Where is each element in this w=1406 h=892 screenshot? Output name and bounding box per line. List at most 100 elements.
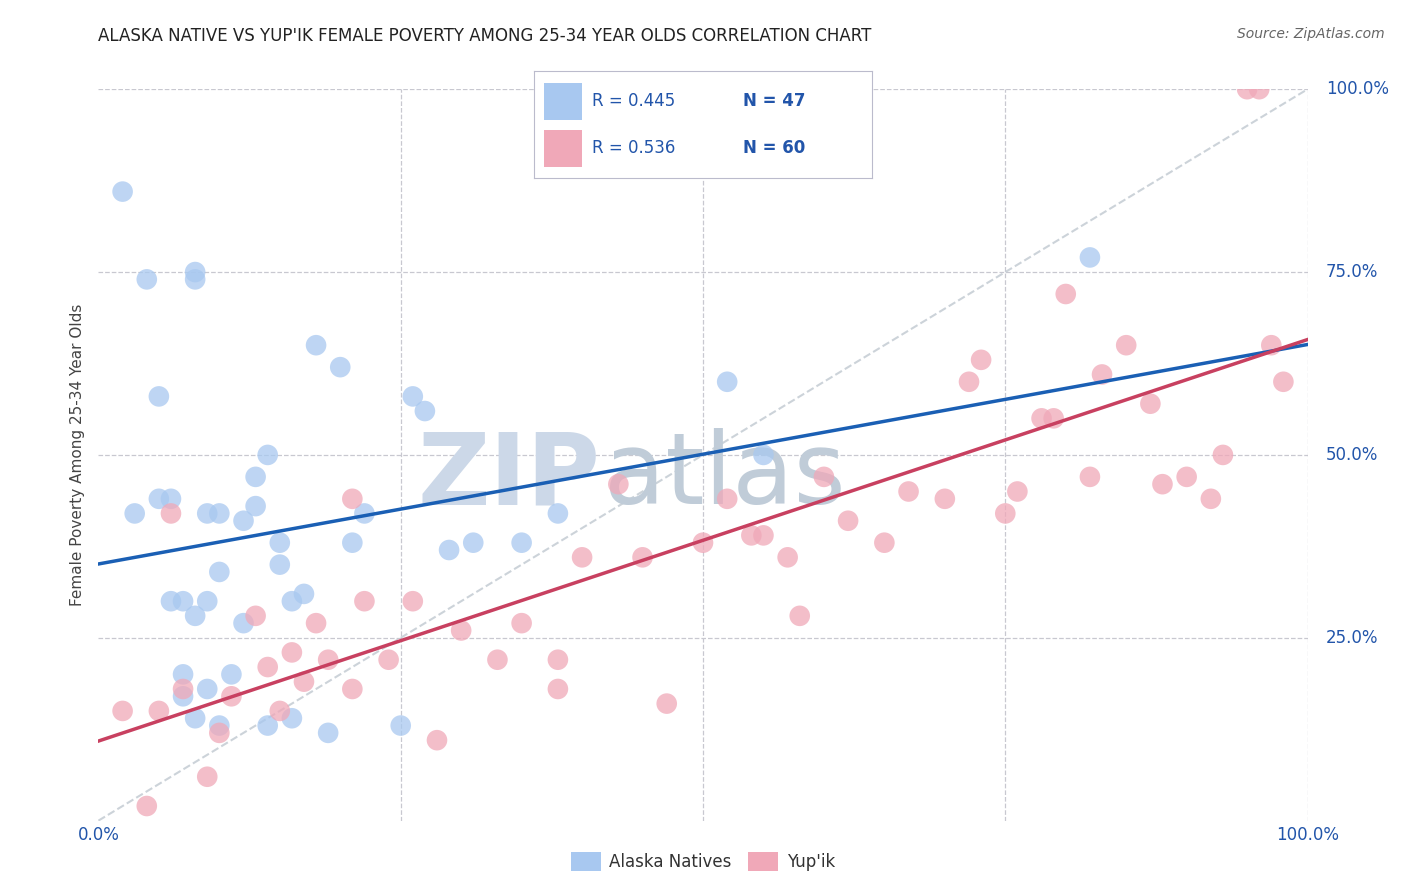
- Point: [292, 674, 315, 689]
- Text: R = 0.445: R = 0.445: [592, 93, 675, 111]
- Point: [377, 653, 399, 667]
- Point: [124, 507, 146, 521]
- Legend: Alaska Natives, Yup'ik: Alaska Natives, Yup'ik: [564, 846, 842, 878]
- Point: [1199, 491, 1222, 506]
- Point: [232, 616, 254, 631]
- Point: [256, 660, 278, 674]
- Point: [1091, 368, 1114, 382]
- Point: [934, 491, 956, 506]
- Point: [160, 594, 183, 608]
- Point: [1236, 82, 1258, 96]
- Point: [281, 711, 304, 725]
- Point: [269, 704, 291, 718]
- Point: [208, 507, 231, 521]
- Point: [716, 491, 738, 506]
- Point: [184, 608, 207, 623]
- Point: [342, 535, 364, 549]
- Point: [172, 681, 194, 696]
- Point: [970, 352, 993, 367]
- Point: [813, 470, 835, 484]
- Point: [957, 375, 980, 389]
- Point: [571, 550, 593, 565]
- Bar: [544, 83, 582, 120]
- Point: [1031, 411, 1053, 425]
- Point: [245, 499, 267, 513]
- Point: [776, 550, 799, 565]
- Text: atlas: atlas: [603, 428, 845, 525]
- Point: [221, 667, 243, 681]
- Point: [342, 491, 364, 506]
- Point: [1272, 375, 1295, 389]
- Point: [426, 733, 449, 747]
- Text: 50.0%: 50.0%: [1326, 446, 1378, 464]
- Point: [148, 704, 170, 718]
- Point: [256, 448, 278, 462]
- Text: 100.0%: 100.0%: [1326, 80, 1389, 98]
- Point: [135, 799, 157, 814]
- Point: [1249, 82, 1271, 96]
- Point: [1175, 470, 1198, 484]
- Point: [292, 587, 315, 601]
- Point: [752, 448, 775, 462]
- Point: [208, 718, 231, 732]
- Point: [1078, 251, 1101, 265]
- Point: [111, 704, 134, 718]
- Point: [450, 624, 472, 638]
- Point: [547, 507, 569, 521]
- Point: [1260, 338, 1282, 352]
- Point: [208, 726, 231, 740]
- Point: [148, 389, 170, 403]
- Point: [740, 528, 762, 542]
- Point: [195, 594, 218, 608]
- Point: [510, 616, 533, 631]
- Point: [716, 375, 738, 389]
- Point: [208, 565, 231, 579]
- Point: [305, 338, 328, 352]
- Point: [195, 770, 218, 784]
- Point: [172, 594, 194, 608]
- Point: [245, 470, 267, 484]
- Point: [631, 550, 654, 565]
- Point: [184, 272, 207, 286]
- Point: [160, 491, 183, 506]
- Point: [897, 484, 920, 499]
- Bar: [544, 130, 582, 167]
- Point: [1042, 411, 1064, 425]
- Text: R = 0.536: R = 0.536: [592, 139, 675, 157]
- Point: [316, 653, 339, 667]
- Point: [269, 558, 291, 572]
- Point: [1212, 448, 1234, 462]
- Point: [1054, 287, 1077, 301]
- Y-axis label: Female Poverty Among 25-34 Year Olds: Female Poverty Among 25-34 Year Olds: [70, 304, 86, 606]
- Text: ALASKA NATIVE VS YUP'IK FEMALE POVERTY AMONG 25-34 YEAR OLDS CORRELATION CHART: ALASKA NATIVE VS YUP'IK FEMALE POVERTY A…: [98, 27, 872, 45]
- Point: [789, 608, 811, 623]
- Text: N = 47: N = 47: [744, 93, 806, 111]
- Text: 75.0%: 75.0%: [1326, 263, 1378, 281]
- Point: [1152, 477, 1174, 491]
- Text: 25.0%: 25.0%: [1326, 629, 1378, 647]
- Point: [221, 690, 243, 704]
- Point: [195, 681, 218, 696]
- Point: [1115, 338, 1137, 352]
- Point: [329, 360, 352, 375]
- Point: [437, 543, 460, 558]
- Point: [402, 594, 425, 608]
- Point: [353, 507, 375, 521]
- Point: [148, 491, 170, 506]
- Point: [1007, 484, 1029, 499]
- Point: [837, 514, 859, 528]
- Point: [172, 690, 194, 704]
- Point: [655, 697, 678, 711]
- Point: [135, 272, 157, 286]
- Point: [281, 645, 304, 659]
- Point: [547, 653, 569, 667]
- Point: [256, 718, 278, 732]
- Point: [1078, 470, 1101, 484]
- Point: [873, 535, 896, 549]
- Point: [607, 477, 630, 491]
- Text: ZIP: ZIP: [418, 428, 600, 525]
- Point: [111, 185, 134, 199]
- Point: [305, 616, 328, 631]
- Point: [402, 389, 425, 403]
- Point: [245, 608, 267, 623]
